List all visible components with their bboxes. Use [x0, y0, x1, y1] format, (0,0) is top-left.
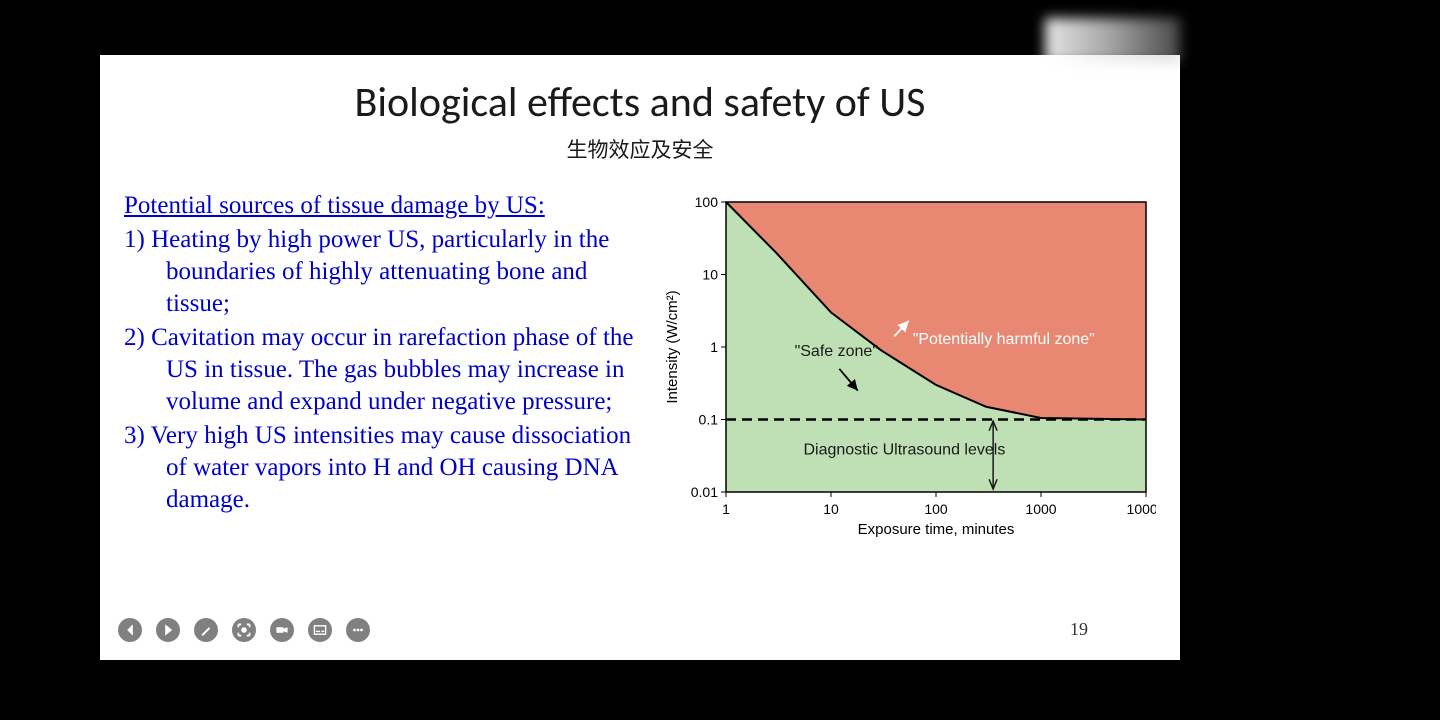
camera-button[interactable] [270, 618, 294, 642]
play-icon [161, 623, 175, 637]
slide-title: Biological effects and safety of US [100, 77, 1180, 128]
subtitle-button[interactable] [308, 618, 332, 642]
section-heading: Potential sources of tissue damage by US… [124, 192, 651, 220]
slide-subtitle: 生物效应及安全 [100, 134, 1180, 164]
svg-text:"Potentially harmful zone": "Potentially harmful zone" [913, 331, 1095, 348]
focus-icon [237, 623, 251, 637]
intensity-exposure-chart: 1 10 100 1000 10000 0.01 0.1 1 10 100 Exposure tim… [661, 192, 1156, 552]
svg-text:100: 100 [924, 501, 948, 517]
list-item: 3) Very high US intensities may cause di… [124, 420, 651, 516]
more-button[interactable] [346, 618, 370, 642]
svg-text:Exposure time, minutes: Exposure time, minutes [858, 521, 1015, 538]
text-column: Potential sources of tissue damage by US… [124, 192, 661, 557]
pen-icon [199, 623, 213, 637]
svg-text:100: 100 [695, 194, 719, 210]
svg-text:"Safe zone": "Safe zone" [795, 343, 878, 360]
svg-text:10: 10 [823, 501, 839, 517]
chart-column: 1 10 100 1000 10000 0.01 0.1 1 10 100 Exposure tim… [661, 192, 1156, 557]
more-icon [351, 623, 365, 637]
slide: Biological effects and safety of US 生物效应… [100, 55, 1180, 660]
svg-text:1: 1 [710, 339, 718, 355]
play-button[interactable] [156, 618, 180, 642]
page-number: 19 [1070, 619, 1088, 640]
svg-text:1: 1 [722, 501, 730, 517]
presentation-toolbar [118, 618, 370, 642]
svg-text:10: 10 [702, 267, 718, 283]
blur-overlay [1045, 18, 1180, 63]
svg-text:1000: 1000 [1025, 501, 1056, 517]
pen-button[interactable] [194, 618, 218, 642]
svg-text:Intensity (W/cm²): Intensity (W/cm²) [664, 290, 681, 403]
dark-overlay [1280, 0, 1440, 70]
list-item: 2) Cavitation may occur in rarefaction p… [124, 322, 651, 418]
svg-text:0.01: 0.01 [691, 484, 718, 500]
focus-button[interactable] [232, 618, 256, 642]
list-item: 1) Heating by high power US, particularl… [124, 224, 651, 320]
subtitle-icon [313, 623, 327, 637]
svg-text:0.1: 0.1 [699, 412, 719, 428]
slide-content: Potential sources of tissue damage by US… [100, 192, 1180, 557]
prev-button[interactable] [118, 618, 142, 642]
camera-icon [275, 623, 289, 637]
arrow-left-icon [123, 623, 137, 637]
svg-text:Diagnostic Ultrasound levels: Diagnostic Ultrasound levels [803, 441, 1005, 458]
svg-text:10000: 10000 [1127, 501, 1156, 517]
